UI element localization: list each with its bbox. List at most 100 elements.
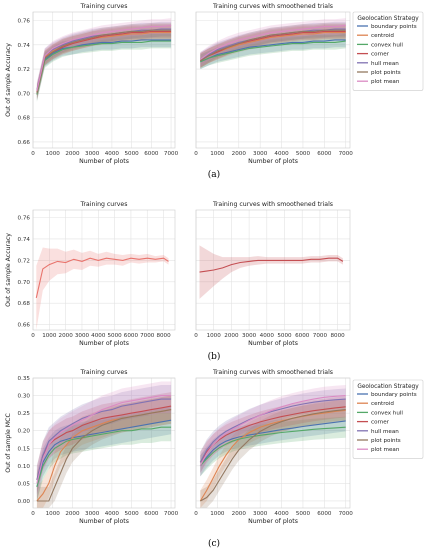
series-band [36,395,172,508]
legend-frame [352,379,424,459]
x-tick-label: 8000 [156,333,171,339]
y-tick-label: 0.76 [18,216,31,222]
legend-label: hull mean [371,61,399,67]
x-tick-label: 7000 [313,333,328,339]
series-line [199,420,346,467]
series-line [200,30,346,62]
x-tick-label: 2000 [65,511,80,517]
x-tick-label: 4000 [91,333,106,339]
panel-label-c: (c) [208,538,220,549]
series-line [200,29,346,62]
legend-frame [352,11,424,91]
x-tick-label: 4000 [274,511,289,517]
x-tick-label: 2000 [65,151,80,157]
x-tick-label: 5000 [296,511,311,517]
y-axis-label: Out of sample MCC [5,413,12,473]
y-tick-label: 0.00 [18,499,31,505]
x-axis-label: Number of plots [248,158,298,165]
x-tick-label: 5000 [124,151,139,157]
chart-title: Training curves [80,3,128,10]
x-axis-label: Number of plots [248,340,298,347]
x-axis-label: Number of plots [79,518,129,525]
x-tick-label: 3000 [253,511,268,517]
axes-frame [32,209,176,331]
x-tick-label: 7000 [140,333,155,339]
series-band [200,399,346,508]
x-tick-label: 0 [194,333,198,339]
x-axis-label: Number of plots [79,340,129,347]
x-tick-label: 3000 [242,333,257,339]
series-band [200,25,346,68]
chart-title: Training curves [80,201,128,208]
legend-label: plot points [371,438,401,444]
y-tick-label: 0.68 [18,116,31,122]
chart-3: 0 1000 2000 3000 4000 5000 6000 7000 8000 0.66 0.6… [5,201,176,347]
y-tick-label: 0.74 [18,237,31,243]
chart-title: Training curves with smoothened trials [212,369,333,376]
series-line [36,29,172,94]
x-tick-label: 2000 [224,333,239,339]
x-tick-label: 2000 [59,333,74,339]
legend-label: boundary points [371,392,417,398]
series-band [200,388,346,473]
x-tick-label: 2000 [232,511,247,517]
x-tick-label: 6000 [317,151,332,157]
x-tick-label: 6000 [124,333,139,339]
legend-label: corner [371,52,390,58]
series-band [36,18,172,99]
panel-label-b: (b) [208,351,221,362]
x-tick-label: 5000 [296,151,311,157]
x-tick-label: 6000 [317,511,332,517]
axes-frame [32,377,176,509]
x-tick-label: 3000 [85,511,100,517]
x-tick-label: 5000 [107,333,122,339]
y-tick-label: 0.72 [18,258,30,264]
series-line [199,426,346,467]
series-line [199,409,346,502]
x-tick-label: 6000 [295,333,310,339]
series-line [200,40,346,63]
x-tick-label: 3000 [75,333,90,339]
axes-frame [195,377,351,509]
legend-title: Geolocation Strategy [357,384,419,390]
y-tick-label: 0.76 [18,19,31,25]
plot-area [33,210,175,330]
series-line [199,257,344,273]
x-axis-label: Number of plots [79,158,129,165]
x-tick-label: 0 [31,511,35,517]
y-tick-label: 0.10 [18,464,31,470]
y-axis-label: Out of sample Accuracy [5,43,12,117]
x-axis-label: Number of plots [248,518,298,525]
y-tick-label: 0.35 [18,376,31,382]
y-tick-label: 0.68 [18,301,31,307]
chart-title: Training curves [80,369,128,376]
y-tick-label: 0.74 [18,43,31,49]
y-axis-label: Out of sample Accuracy [5,233,12,307]
series-line [199,24,346,60]
y-tick-label: 0.72 [18,67,30,73]
y-tick-label: 0.25 [18,411,31,417]
legend-label: plot mean [371,79,400,85]
series-band [36,413,172,501]
x-tick-label: 1000 [42,333,57,339]
x-tick-label: 7000 [164,151,179,157]
series-band [199,245,343,299]
series-line [36,409,172,502]
y-tick-label: 0.30 [18,394,31,400]
legend-label: corner [371,420,390,426]
chart-title: Training curves with smoothened trials [212,3,333,10]
series-band [200,416,346,477]
x-tick-label: 7000 [164,511,179,517]
legend-label: convex hull [371,42,403,48]
x-tick-label: 1000 [46,151,61,157]
series-line [36,24,172,92]
x-tick-label: 1000 [210,151,225,157]
chart-1: 0 1000 2000 3000 4000 5000 6000 7000 0.66 0.68 0.7… [5,3,179,165]
series-band [36,381,172,498]
legend: Geolocation Strategy boundary points centr… [352,379,424,459]
series-band [36,395,172,508]
x-tick-label: 0 [194,511,198,517]
y-tick-label: 0.66 [18,323,31,329]
legend-label: plot points [371,70,401,76]
